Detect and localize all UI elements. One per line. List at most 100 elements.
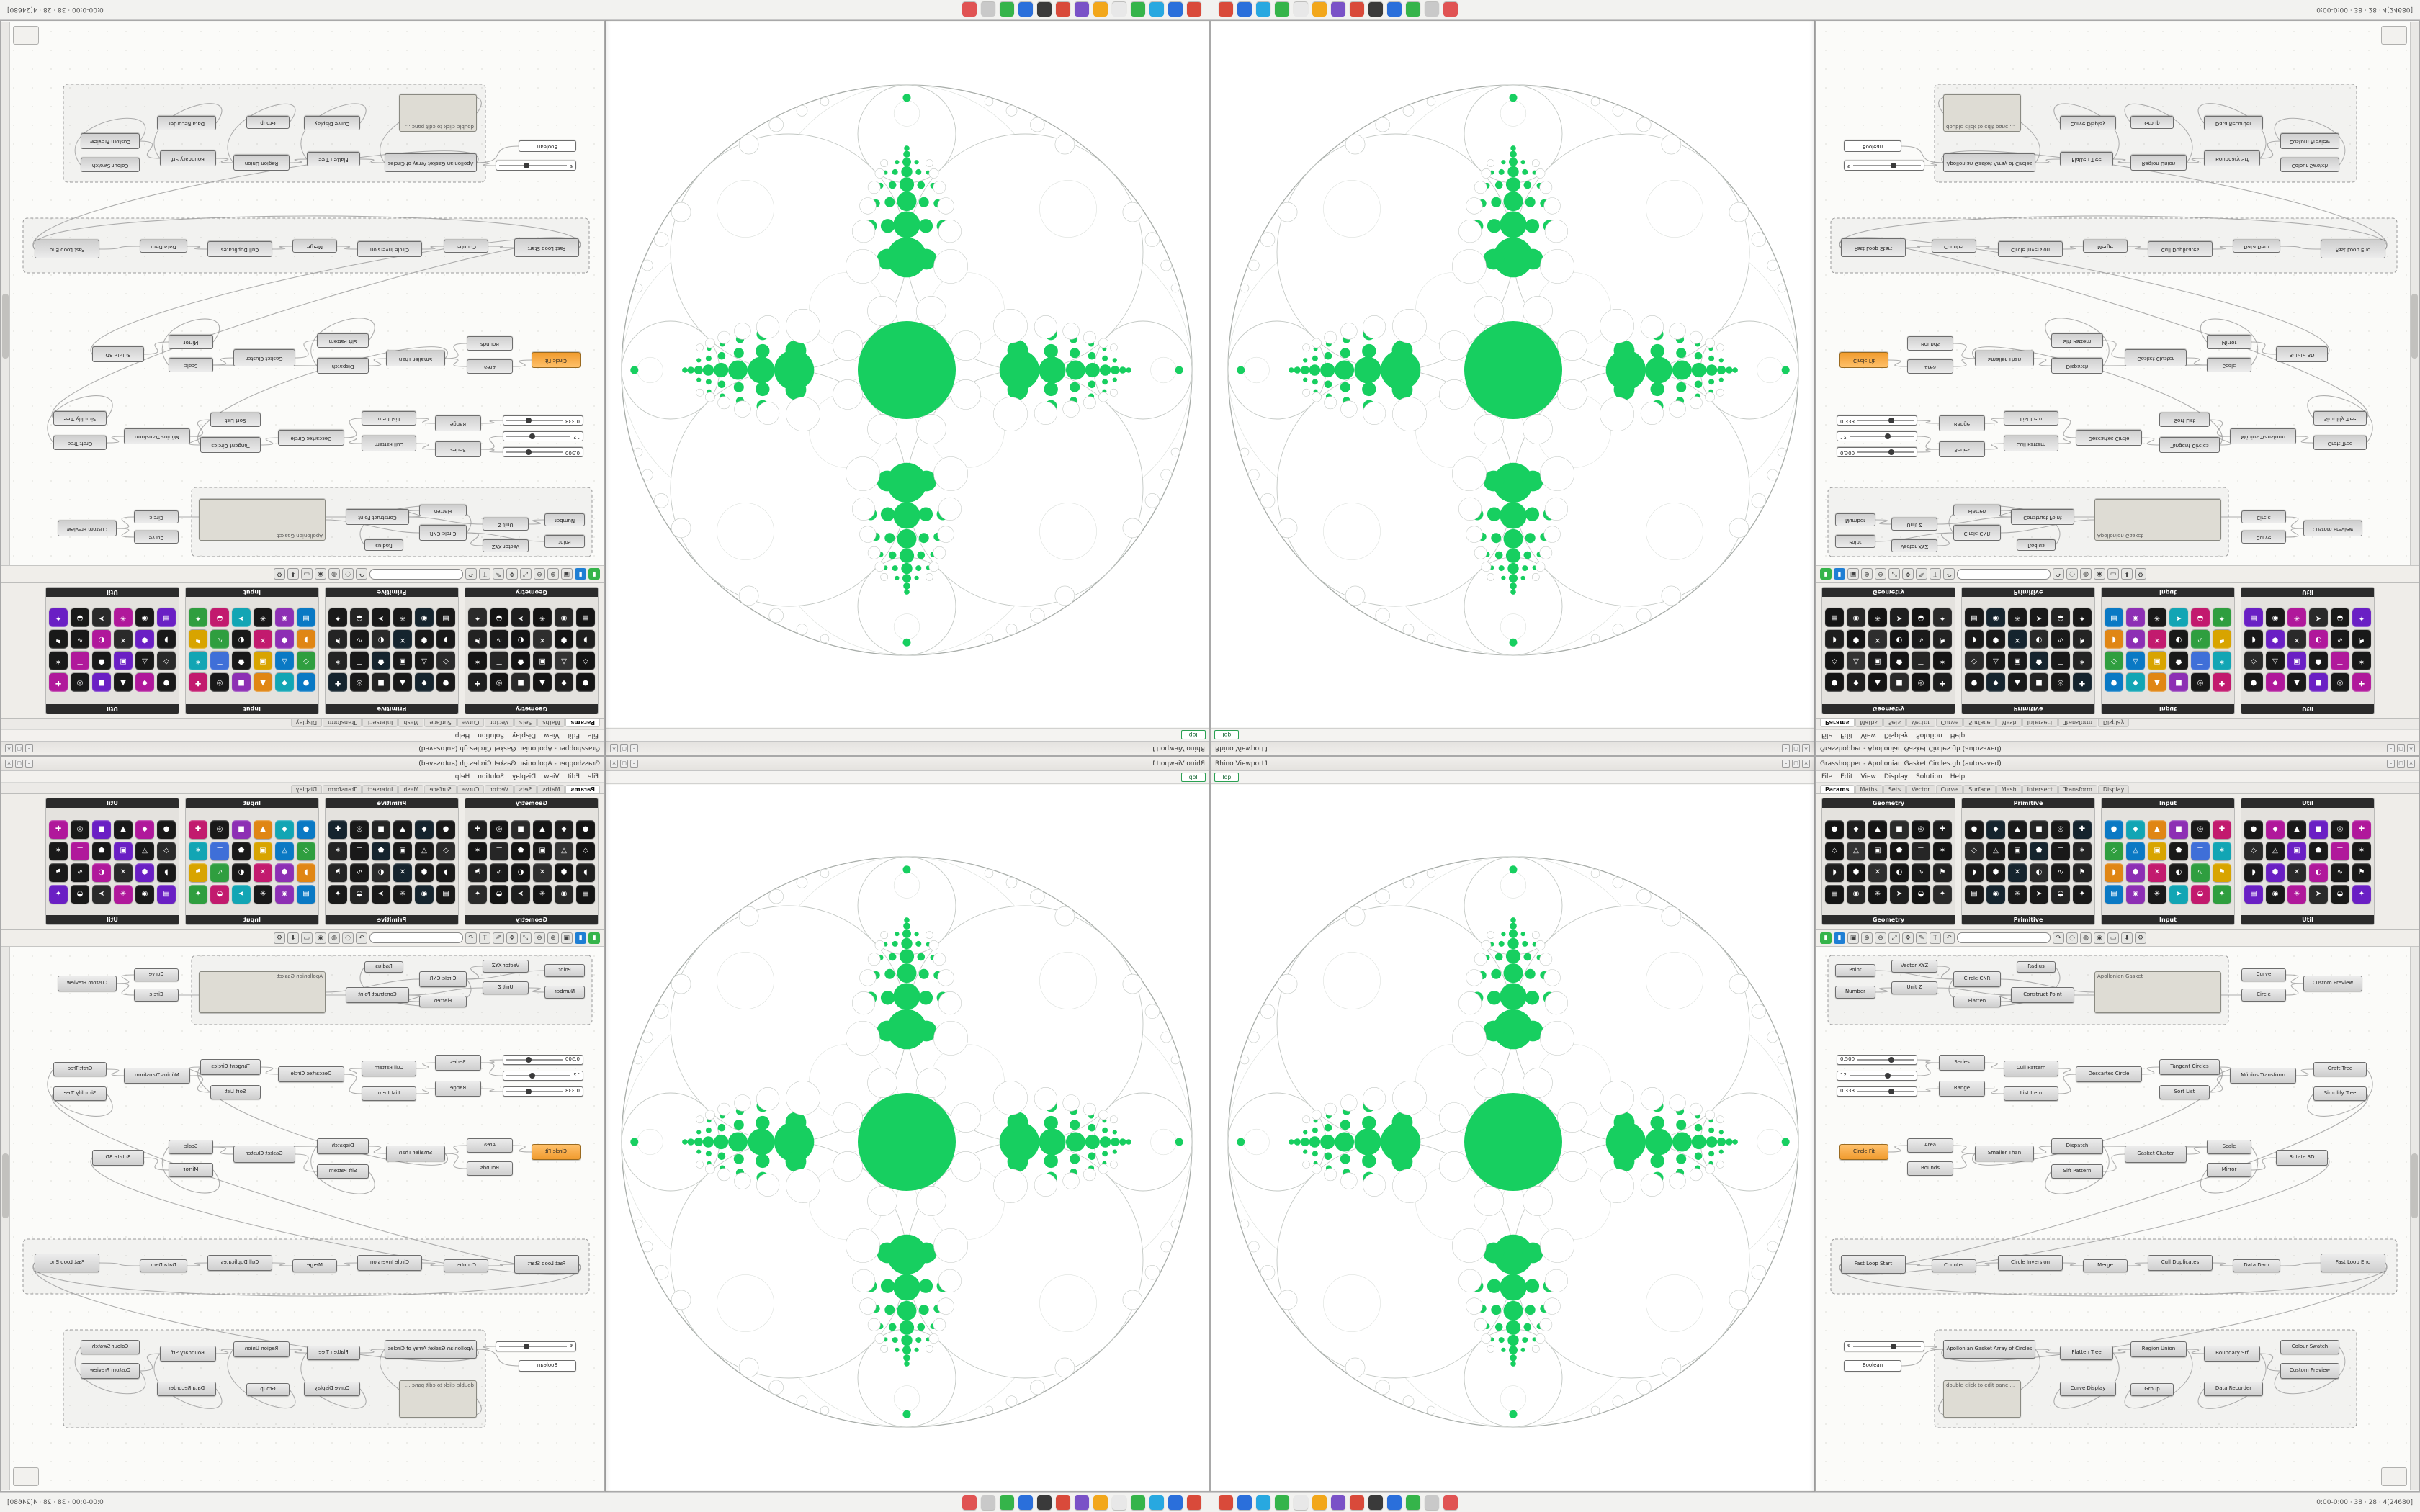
component-icon[interactable]: ➤ xyxy=(2030,608,2048,628)
component-node[interactable]: Merge xyxy=(2083,1259,2128,1272)
component-icon[interactable]: ◆ xyxy=(275,819,294,839)
component-icon[interactable]: ◆ xyxy=(2266,673,2285,693)
component-icon[interactable]: ◎ xyxy=(2331,819,2349,839)
node-group[interactable] xyxy=(1830,1238,2398,1295)
component-icon[interactable]: ▤ xyxy=(1825,884,1844,904)
gh-cluster-icon[interactable]: ▮ xyxy=(575,568,586,580)
slider-knob[interactable] xyxy=(1884,1073,1891,1079)
component-icon[interactable]: ● xyxy=(1825,819,1844,839)
component-node[interactable]: Group xyxy=(246,116,290,129)
component-icon[interactable]: ☰ xyxy=(490,652,508,671)
component-icon[interactable]: ✦ xyxy=(328,884,347,904)
component-icon[interactable]: △ xyxy=(2126,652,2145,671)
component-icon[interactable]: ✦ xyxy=(2213,608,2231,628)
component-icon[interactable]: ◉ xyxy=(415,608,434,628)
component-icon[interactable]: ▣ xyxy=(2148,841,2166,860)
component-node[interactable]: Flatten Tree xyxy=(307,152,360,166)
component-icon[interactable]: ✦ xyxy=(1933,608,1952,628)
save-icon[interactable]: ▣ xyxy=(561,932,573,944)
taskbar-app-icon[interactable] xyxy=(1387,1495,1402,1510)
component-icon[interactable]: ∿ xyxy=(71,863,89,882)
tab-display[interactable]: Display xyxy=(290,785,323,793)
category-header[interactable]: Geometry xyxy=(465,798,598,808)
component-icon[interactable]: ✳ xyxy=(2148,884,2166,904)
taskbar-app-icon[interactable] xyxy=(1075,2,1089,17)
component-icon[interactable]: ✚ xyxy=(468,819,487,839)
component-icon[interactable]: ◉ xyxy=(135,608,154,628)
component-node[interactable]: Fast Loop Start xyxy=(1841,238,1906,257)
component-node[interactable]: Vector XYZ xyxy=(1891,539,1937,552)
component-icon[interactable]: ✶ xyxy=(189,841,207,860)
component-node[interactable]: Colour Swatch xyxy=(81,1340,140,1354)
component-node[interactable]: Scale xyxy=(2207,358,2251,372)
group-icon[interactable]: ▭ xyxy=(301,568,313,580)
menu-item-help[interactable]: Help xyxy=(1950,732,1966,739)
component-icon[interactable]: ☰ xyxy=(1912,652,1930,671)
sketch-icon[interactable]: ✎ xyxy=(493,932,504,944)
tab-curve[interactable]: Curve xyxy=(457,719,485,727)
component-icon[interactable]: ■ xyxy=(92,819,111,839)
component-node[interactable]: Circle CNR xyxy=(1953,971,2001,987)
component-icon[interactable]: ◇ xyxy=(1965,841,1984,860)
component-icon[interactable]: ✳ xyxy=(254,884,272,904)
minimize-icon[interactable]: – xyxy=(1782,744,1790,752)
component-icon[interactable]: △ xyxy=(2266,652,2285,671)
component-icon[interactable]: ▣ xyxy=(2008,652,2027,671)
component-icon[interactable]: ✕ xyxy=(254,630,272,649)
minimize-icon[interactable]: – xyxy=(630,744,638,752)
component-node[interactable]: Region Union xyxy=(2130,155,2187,171)
taskbar-app-icon[interactable] xyxy=(1112,2,1126,17)
component-icon[interactable]: ▣ xyxy=(393,841,412,860)
taskbar-app-icon[interactable] xyxy=(1018,1495,1033,1510)
component-node[interactable]: Cull Pattern xyxy=(362,436,416,451)
maximize-icon[interactable]: ▢ xyxy=(620,760,628,768)
component-icon[interactable]: ✚ xyxy=(189,673,207,693)
component-icon[interactable]: ✕ xyxy=(2148,630,2166,649)
settings-icon[interactable]: ⚙ xyxy=(2135,568,2146,580)
component-icon[interactable]: ◎ xyxy=(210,819,229,839)
close-icon[interactable]: × xyxy=(1802,744,1810,752)
taskbar-app-icon[interactable] xyxy=(981,2,995,17)
panel-node[interactable]: Apollonian Gasket xyxy=(199,971,326,1013)
component-node[interactable]: Fast Loop Start xyxy=(1841,1255,1906,1274)
component-node[interactable]: Unit Z xyxy=(1891,981,1937,994)
component-icon[interactable]: ◉ xyxy=(415,884,434,904)
component-node[interactable]: Range xyxy=(435,415,481,431)
component-icon[interactable]: △ xyxy=(2266,841,2285,860)
component-icon[interactable]: ● xyxy=(436,673,455,693)
component-icon[interactable]: ▲ xyxy=(393,819,412,839)
component-node[interactable]: Dispatch xyxy=(317,358,369,374)
tab-vector[interactable]: Vector xyxy=(1906,719,1935,727)
viewport-tab-top[interactable]: Top xyxy=(1214,730,1239,739)
component-icon[interactable]: ◆ xyxy=(555,673,573,693)
component-node[interactable]: Merge xyxy=(2083,240,2128,253)
scrollbar-thumb[interactable] xyxy=(2,294,9,359)
viewport-titlebar[interactable]: Rhino Viewport1 – ▢ × xyxy=(606,741,1209,755)
component-node[interactable]: Fast Loop Start xyxy=(514,1255,579,1274)
component-icon[interactable]: ◇ xyxy=(2244,652,2263,671)
number-slider-node[interactable]: 6 xyxy=(496,1341,576,1351)
group-icon[interactable]: ▭ xyxy=(301,932,313,944)
component-icon[interactable]: ➤ xyxy=(2309,608,2328,628)
component-node[interactable]: Mirror xyxy=(169,1163,213,1177)
grasshopper-canvas[interactable]: Point Vector XYZ Number Unit Z Circle CNR Rad… xyxy=(1,22,604,565)
component-icon[interactable]: ◎ xyxy=(2191,673,2210,693)
component-icon[interactable]: ◆ xyxy=(415,819,434,839)
component-node[interactable]: Smaller Than xyxy=(386,351,445,366)
undo-icon[interactable]: ↶ xyxy=(1943,932,1955,944)
menu-item-edit[interactable]: Edit xyxy=(567,732,580,739)
viewport-canvas[interactable] xyxy=(606,785,1209,1490)
component-icon[interactable]: ✕ xyxy=(1868,863,1887,882)
component-icon[interactable]: ■ xyxy=(1890,673,1909,693)
component-node[interactable]: Construct Point xyxy=(2011,509,2074,525)
component-node[interactable]: Custom Preview xyxy=(2303,976,2362,991)
close-icon[interactable]: × xyxy=(5,744,13,752)
component-node[interactable]: Curve xyxy=(134,531,179,544)
tab-transform[interactable]: Transform xyxy=(2058,785,2097,793)
component-icon[interactable]: ✚ xyxy=(328,819,347,839)
component-icon[interactable]: ✦ xyxy=(2352,884,2371,904)
component-icon[interactable]: ⬟ xyxy=(1890,841,1909,860)
component-icon[interactable]: ▲ xyxy=(114,673,133,693)
text-icon[interactable]: T xyxy=(479,932,490,944)
component-icon[interactable]: ◉ xyxy=(2126,884,2145,904)
